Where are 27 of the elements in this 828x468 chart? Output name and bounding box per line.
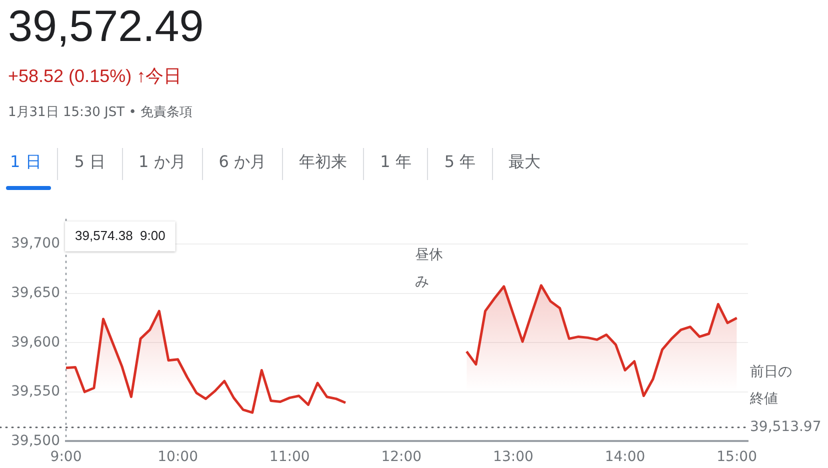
annotation: 39,513.97	[750, 419, 822, 436]
chart-title: 39,572.49	[8, 2, 204, 52]
x-tick-label: 13:00	[493, 449, 534, 466]
y-tick-label: 39,600	[11, 334, 60, 350]
chart-subtitle: +58.52 (0.15%) ↑今日	[8, 65, 182, 88]
x-tick-label: 14:00	[604, 449, 646, 466]
annotation: 昼休み	[415, 247, 443, 290]
text: 1 か月	[122, 148, 202, 180]
x-tick-label: 9:00	[50, 449, 82, 466]
text: 1 日	[0, 148, 58, 180]
text: 年初来	[282, 148, 364, 180]
x-tick-label: 11:00	[269, 449, 310, 466]
text: 1 年	[363, 148, 428, 180]
text: 最大	[492, 148, 557, 180]
x-tick-label: 10:00	[158, 449, 198, 466]
text: 1月31日 15:30 JST • 免責条項	[8, 104, 193, 121]
y-tick-label: 39,700	[11, 236, 60, 252]
y-tick-label: 39,500	[11, 432, 60, 449]
text: 6 か月	[202, 148, 282, 180]
annotation: 39,574.38 9:00	[75, 228, 166, 243]
y-tick-label: 39,550	[11, 384, 60, 400]
ref-line-label: 前日の終値	[749, 364, 792, 408]
x-tick-label: 15:00	[716, 449, 757, 466]
y-tick-label: 39,650	[11, 284, 60, 301]
text: 5 年	[427, 148, 492, 180]
text: 5 日	[57, 148, 122, 180]
x-tick-label: 12:00	[381, 449, 422, 466]
